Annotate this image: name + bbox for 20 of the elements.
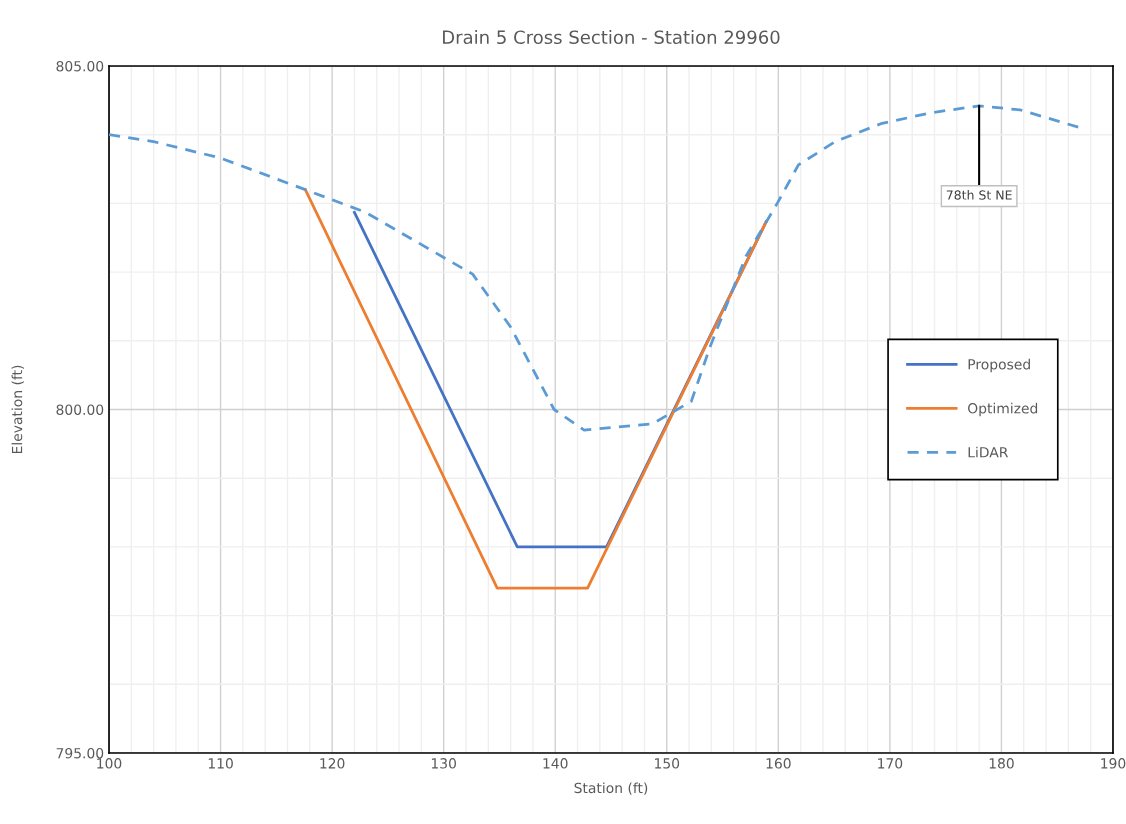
x-tick-label: 110 bbox=[208, 758, 233, 769]
x-tick-label: 130 bbox=[431, 758, 456, 769]
legend-label: LiDAR bbox=[968, 446, 1009, 458]
legend-label: Optimized bbox=[968, 402, 1038, 417]
y-axis-title: Elevation (ft) bbox=[11, 365, 24, 454]
x-tick-label: 180 bbox=[989, 758, 1014, 769]
y-tick-label: 800.00 bbox=[56, 404, 104, 415]
chart-title: Drain 5 Cross Section - Station 29960 bbox=[443, 30, 780, 45]
x-tick-label: 160 bbox=[766, 758, 791, 769]
x-tick-label: 150 bbox=[655, 758, 680, 769]
y-tick-label: 795.00 bbox=[56, 747, 104, 759]
x-tick-label: 120 bbox=[320, 758, 345, 769]
x-tick-label: 100 bbox=[97, 758, 122, 769]
x-axis-title: Station (ft) bbox=[574, 782, 648, 795]
x-tick-label: 140 bbox=[543, 758, 568, 769]
x-tick-label: 190 bbox=[1101, 758, 1126, 769]
annotation: 78th St NE bbox=[946, 190, 1012, 200]
y-tick-label: 805.00 bbox=[56, 60, 104, 72]
x-tick-label: 170 bbox=[878, 758, 903, 769]
legend-label: Proposed bbox=[968, 358, 1030, 373]
